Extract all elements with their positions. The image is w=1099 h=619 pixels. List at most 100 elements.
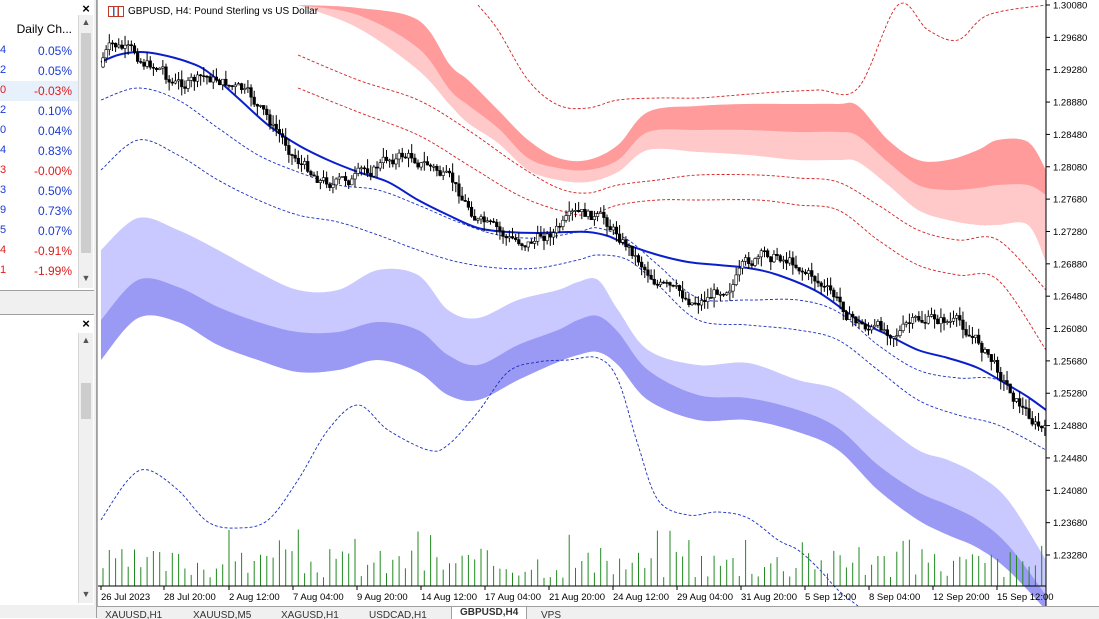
candle-body (129, 44, 133, 47)
watch-row[interactable]: 4 0.05% (0, 41, 78, 61)
candle-body (526, 241, 530, 248)
scrollbar-thumb[interactable] (81, 33, 91, 253)
chart-tab[interactable]: USDCAD,H1 (369, 610, 427, 619)
navigator-panel: × ▲ ▼ (0, 314, 94, 605)
candle-body (863, 323, 867, 330)
candle-body (658, 281, 663, 286)
candle-body (353, 173, 357, 180)
candle-body (268, 114, 272, 126)
candle-body (803, 271, 808, 274)
watch-row[interactable]: 0 0.04% (0, 121, 78, 141)
chart-tab[interactable]: GBPUSD,H4 (451, 607, 528, 619)
candle-body (388, 159, 392, 162)
watch-row[interactable]: 5 0.07% (0, 221, 78, 241)
price-tick-label: 1.29680 (1053, 33, 1087, 44)
watch-row[interactable]: 3 0.50% (0, 181, 78, 201)
candle-body (444, 170, 448, 173)
candle-body (514, 237, 518, 240)
candle-body (536, 233, 540, 242)
scrollbar-thumb[interactable] (81, 383, 91, 419)
candle-body (416, 162, 420, 168)
candle-body (529, 241, 534, 244)
candle-body (646, 269, 650, 276)
candle-body (340, 176, 345, 178)
candle-body (255, 104, 259, 107)
column-header-daily-change[interactable]: Daily Ch... (16, 22, 72, 36)
candle-body (265, 108, 269, 116)
candle-body (479, 216, 483, 220)
candle-body (791, 257, 795, 266)
candle-body (145, 60, 149, 67)
price-chart[interactable]: 1.30080 1.29680 1.29280 1.28880 1.28480 1.280… (98, 0, 1099, 606)
candle-body (1033, 421, 1037, 425)
market-watch-scrollbar[interactable]: ▲ ▼ (78, 15, 93, 288)
candle-body (177, 79, 181, 82)
candle-body (643, 266, 647, 271)
chart-tab[interactable]: VPS (541, 610, 562, 619)
candle-body (690, 302, 694, 305)
price-tick-label: 1.28080 (1053, 162, 1087, 173)
candle-body (718, 293, 722, 296)
candle-body (769, 256, 773, 263)
watch-row[interactable]: 9 0.73% (0, 201, 78, 221)
scroll-down-icon[interactable]: ▼ (81, 589, 91, 599)
candle-body (961, 319, 965, 330)
candle-body (617, 233, 622, 243)
candle-body (806, 270, 811, 274)
time-tick-label: 24 Aug 12:00 (613, 592, 669, 603)
candle-body (230, 85, 234, 87)
candle-body (671, 284, 675, 287)
watch-row[interactable]: 3 -0.00% (0, 161, 78, 181)
candle-body (551, 232, 556, 238)
scroll-up-icon[interactable]: ▲ (81, 335, 91, 345)
price-tick-label: 1.27280 (1053, 227, 1087, 238)
candle-body (602, 211, 606, 218)
watch-row[interactable]: 1 -1.99% (0, 261, 78, 281)
candle-body (1027, 408, 1031, 419)
price-tick-label: 1.24480 (1053, 453, 1087, 464)
candle-body (303, 161, 307, 165)
watch-row[interactable]: 2 0.05% (0, 61, 78, 81)
candle-body (633, 255, 637, 257)
candle-body (892, 336, 896, 339)
scroll-down-icon[interactable]: ▼ (81, 273, 91, 283)
envelope-line (100, 139, 1047, 451)
candle-body (882, 329, 886, 332)
candle-body (680, 290, 685, 299)
navigator-scrollbar[interactable]: ▲ ▼ (78, 333, 93, 603)
candle-body (583, 208, 587, 217)
watch-row[interactable]: 4 0.83% (0, 141, 78, 161)
candle-body (936, 318, 940, 325)
chart-tab[interactable]: XAUUSD,H1 (105, 610, 163, 619)
close-icon[interactable]: × (82, 1, 90, 16)
envelope-line (297, 87, 1047, 351)
chart-tab[interactable]: XAGUSD,H1 (281, 610, 339, 619)
candle-body (838, 296, 842, 303)
candle-body (280, 133, 285, 138)
candle-body (939, 317, 943, 325)
candle-body (325, 177, 329, 185)
candle-body (1014, 398, 1019, 402)
candle-body (929, 314, 934, 317)
candle-body (142, 62, 146, 67)
envelope-line (297, 54, 1047, 291)
close-icon[interactable]: × (82, 316, 90, 331)
chart-area[interactable]: 1.30080 1.29680 1.29280 1.28880 1.28480 1.280… (97, 0, 1099, 606)
candle-body (485, 220, 489, 223)
watch-row[interactable]: 0 -0.03% (0, 81, 78, 101)
lower-band-outer (101, 217, 1046, 606)
candle-body (397, 152, 401, 160)
envelope-line (477, 2, 1047, 110)
scroll-up-icon[interactable]: ▲ (81, 17, 91, 27)
watch-row[interactable]: 2 0.10% (0, 101, 78, 121)
watch-row[interactable]: 4 -0.91% (0, 241, 78, 261)
candle-body (132, 45, 137, 54)
candle-body (561, 219, 565, 227)
candle-body (469, 206, 474, 217)
candle-body (967, 334, 971, 337)
candle-body (347, 180, 351, 186)
candle-body (180, 79, 184, 88)
candle-body (359, 167, 363, 170)
left-panel: × Daily Ch... 4 0.05% 2 0.05% 0 -0.03% 2 0.10% 0… (0, 0, 97, 618)
chart-tab[interactable]: XAUUSD,M5 (193, 610, 252, 619)
